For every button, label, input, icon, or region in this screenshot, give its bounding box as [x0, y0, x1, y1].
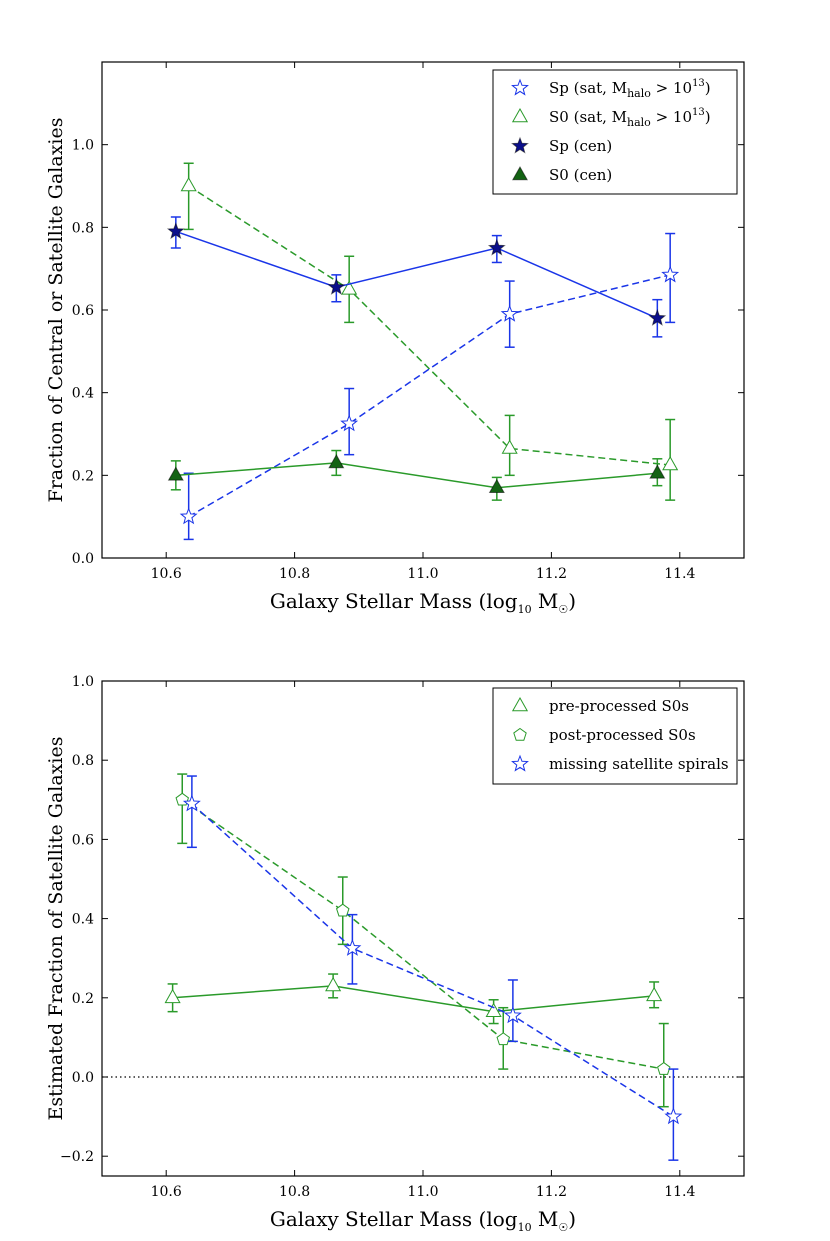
legend-marker: [511, 136, 529, 154]
series-2: [182, 775, 683, 1161]
series-2: [166, 216, 667, 338]
y-tick-label: 0.8: [72, 220, 94, 236]
data-point: [662, 455, 679, 471]
series-line: [181, 799, 664, 1070]
x-axis-label: Galaxy Stellar Mass (log10 M☉): [270, 1207, 576, 1234]
data-point: [327, 277, 346, 295]
legend: Sp (sat, Mhalo > 1013) S0 (sat, Mhalo > 1…: [492, 69, 738, 195]
data-point: [325, 976, 342, 992]
data-point: [343, 938, 362, 956]
series-3: [167, 449, 666, 501]
data-point: [503, 1006, 522, 1024]
data-point: [166, 222, 185, 240]
y-tick-label: −0.2: [60, 1149, 94, 1165]
y-tick-label: 1.0: [72, 138, 94, 154]
y-axis-label: Estimated Fraction of Satellite Galaxies: [45, 737, 67, 1121]
chart-estimated-satellite-fraction: 10.6 10.8 11.0 11.2 11.4 −0.2 0.0 0.2 0.4 0.6 0.8 1…: [45, 674, 745, 1234]
data-point: [646, 986, 663, 1002]
legend-marker: [513, 727, 527, 741]
data-point: [488, 478, 505, 494]
y-tick-label: 0.0: [72, 1070, 94, 1086]
data-point: [501, 439, 518, 454]
y-tick-label: 0.0: [72, 551, 94, 567]
y-tick-label: 0.8: [72, 753, 94, 769]
legend-label: post-processed S0s: [549, 726, 696, 744]
series-1: [180, 162, 679, 501]
data-point: [649, 464, 666, 479]
legend-label: S0 (sat, Mhalo > 1013): [549, 107, 711, 129]
legend-label: Sp (cen): [549, 137, 612, 155]
legend-marker: [511, 165, 529, 181]
x-tick-label: 11.2: [536, 1184, 567, 1200]
x-tick-label: 11.4: [664, 566, 695, 582]
y-tick-label: 1.0: [72, 674, 94, 690]
data-point: [179, 507, 198, 525]
x-tick-label: 10.6: [151, 1184, 182, 1200]
legend-marker: [511, 696, 529, 712]
y-tick-label: 0.4: [72, 386, 94, 402]
y-tick-label: 0.4: [72, 912, 94, 928]
series-line: [188, 274, 671, 518]
data-point: [182, 794, 201, 812]
y-tick-label: 0.2: [72, 468, 94, 484]
x-axis-label: Galaxy Stellar Mass (log10 M☉): [270, 589, 576, 616]
data-point: [656, 1061, 671, 1075]
y-tick-label: 0.6: [72, 303, 94, 319]
data-point: [335, 903, 350, 917]
data-point: [664, 1107, 683, 1125]
series-0: [164, 973, 663, 1025]
data-point: [648, 308, 667, 326]
data-point: [496, 1032, 511, 1046]
legend: pre-processed S0s post-processed S0s missi…: [492, 687, 738, 785]
series-0: [179, 232, 680, 541]
series-1: [175, 773, 671, 1108]
legend-marker: [511, 78, 529, 96]
y-tick-label: 0.6: [72, 832, 94, 848]
series-line: [191, 803, 674, 1118]
data-point: [500, 304, 519, 322]
x-tick-label: 11.2: [536, 566, 567, 582]
legend-box: [492, 69, 738, 195]
series-line: [175, 230, 658, 319]
chart-fraction-central-satellite: 10.6 10.8 11.0 11.2 11.4 0.0 0.2 0.4 0.6 0.8 1.0 Ga…: [45, 61, 745, 616]
y-tick-label: 0.2: [72, 991, 94, 1007]
y-axis-label: Fraction of Central or Satellite Galaxie…: [45, 118, 67, 503]
x-tick-label: 10.6: [151, 566, 182, 582]
x-tick-label: 11.4: [664, 1184, 695, 1200]
legend-label: missing satellite spirals: [549, 755, 729, 773]
x-tick-label: 10.8: [279, 1184, 310, 1200]
x-tick-label: 10.8: [279, 566, 310, 582]
legend-marker: [511, 754, 529, 772]
x-tick-label: 11.0: [407, 1184, 438, 1200]
legend-label: pre-processed S0s: [549, 697, 689, 715]
data-point: [341, 280, 358, 295]
series-line: [175, 462, 658, 489]
legend-label: Sp (sat, Mhalo > 1013): [549, 78, 711, 100]
data-point: [485, 1002, 502, 1017]
data-point: [164, 988, 181, 1004]
series-line: [188, 185, 671, 466]
x-tick-label: 11.0: [407, 566, 438, 582]
data-point: [487, 238, 506, 256]
legend-label: S0 (cen): [549, 166, 612, 184]
data-point: [328, 453, 345, 469]
legend-marker: [511, 107, 529, 123]
series-line: [172, 985, 655, 1013]
data-point: [340, 414, 359, 432]
data-point: [180, 176, 197, 192]
legend-box: [492, 687, 738, 785]
data-point: [167, 466, 184, 481]
data-point: [661, 265, 680, 283]
